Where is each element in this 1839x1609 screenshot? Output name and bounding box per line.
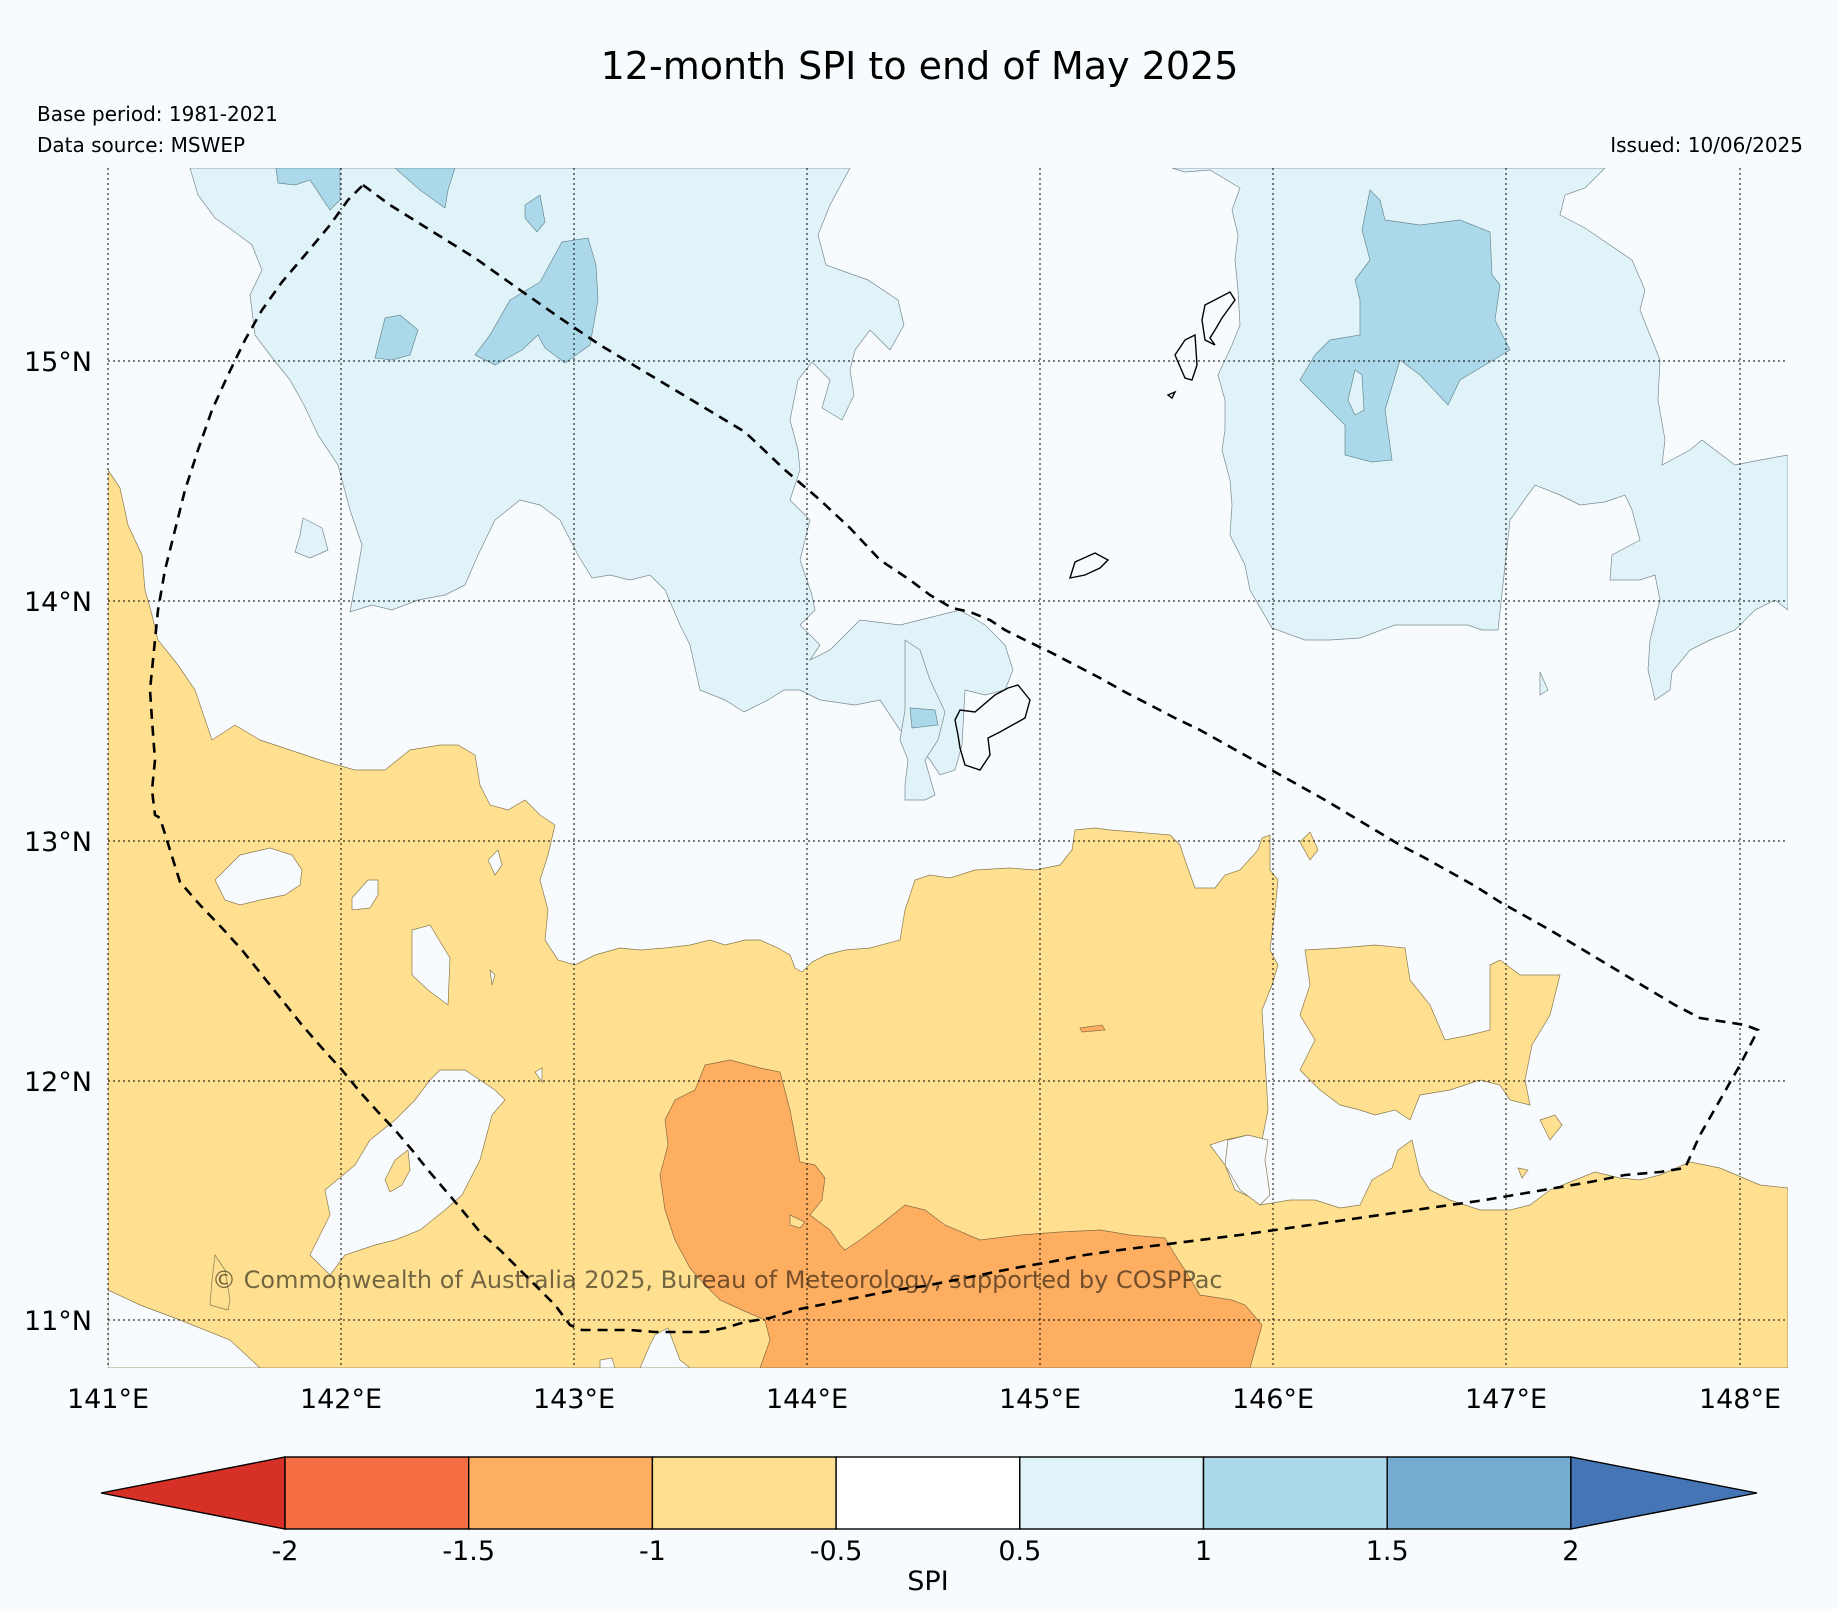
base-period-note: Base period: 1981-2021 [37, 102, 278, 126]
longitude-tick-label: 148°E [1699, 1384, 1781, 1415]
issued-date: Issued: 10/06/2025 [1610, 133, 1803, 157]
longitude-tick-label: 147°E [1465, 1384, 1547, 1415]
copyright-text: © Commonwealth of Australia 2025, Bureau… [212, 1266, 1223, 1294]
latitude-tick-label: 11°N [24, 1306, 92, 1337]
colorbar-bin [1019, 1456, 1205, 1530]
wet-moderate-small [909, 707, 939, 729]
dry-severe-hole [789, 1214, 806, 1229]
neutral-hole-bottom-b [599, 1357, 616, 1368]
island-outline-c [1166, 390, 1177, 400]
colorbar-tick-label: 2 [1562, 1536, 1579, 1567]
colorbar-bin [468, 1456, 654, 1530]
longitude-tick-label: 146°E [1232, 1384, 1314, 1415]
domain-boundary [148, 183, 1760, 1334]
neutral-hole-bottom-a [639, 1327, 691, 1368]
dry-severe-islet [1079, 1024, 1106, 1033]
colorbar-bin [651, 1456, 837, 1530]
island-outline-b [1174, 333, 1198, 381]
longitude-labels: 141°E 142°E 143°E 144°E 145°E 146°E 147°E 148°E [67, 1384, 1781, 1415]
latitude-labels: 15°N 14°N 13°N 12°N 11°N [24, 347, 92, 1337]
data-source-note: Data source: MSWEP [37, 133, 246, 157]
wet-moderate-nw-a [275, 168, 341, 211]
island-outlines [954, 291, 1236, 771]
colorbar-bin [835, 1456, 1021, 1530]
colorbar-bin [1202, 1456, 1388, 1530]
colorbar-tick-label: -1 [639, 1536, 666, 1567]
colorbar-bin [1386, 1456, 1572, 1530]
wet-moderate-ne-hole [1347, 369, 1365, 416]
island-outline-e [954, 684, 1031, 771]
dry-island-east [1299, 944, 1561, 1121]
dry-islet-e2 [1517, 1167, 1529, 1179]
neutral-hole-e [489, 969, 496, 986]
wet-region-northeast [1171, 168, 1788, 701]
colorbar: -2 -1.5 -1 -0.5 0.5 1 1.5 2 [100, 1456, 1758, 1567]
colorbar-title: SPI [907, 1566, 948, 1597]
neutral-hole-b [351, 879, 379, 911]
colorbar-tick-label: -2 [272, 1536, 299, 1567]
longitude-tick-label: 141°E [67, 1384, 149, 1415]
colorbar-tick-label: 1.5 [1366, 1536, 1409, 1567]
dry-severe-south [659, 1059, 1263, 1368]
longitude-tick-label: 145°E [999, 1384, 1081, 1415]
dry-region-south [108, 469, 1788, 1368]
neutral-hole-central-e [1224, 1134, 1271, 1206]
colorbar-tick-label: 1 [1195, 1536, 1212, 1567]
dry-islet-west-a [209, 1254, 231, 1311]
colorbar-tick-label: -1.5 [442, 1536, 495, 1567]
latitude-tick-label: 13°N [24, 827, 92, 858]
longitude-tick-label: 144°E [766, 1384, 848, 1415]
neutral-hole-f [534, 1067, 543, 1084]
longitude-tick-label: 143°E [533, 1384, 615, 1415]
spi-contours [108, 168, 1788, 1368]
island-outline-a [1201, 291, 1236, 346]
wet-blob-far-east [1539, 671, 1549, 696]
colorbar-tick-label: 0.5 [998, 1536, 1041, 1567]
island-outline-d [1068, 552, 1110, 579]
neutral-hole-west [214, 847, 303, 906]
wet-moderate-nw-e [374, 314, 419, 361]
neutral-hole-c [411, 924, 451, 1006]
wet-moderate-nw-b [394, 168, 456, 209]
latitude-tick-label: 14°N [24, 587, 92, 618]
colorbar-bin [284, 1456, 470, 1530]
dry-islet-e [1539, 1114, 1563, 1141]
neutral-hole-d [487, 849, 503, 876]
colorbar-tick-label: -0.5 [810, 1536, 863, 1567]
colorbar-extend-low [100, 1456, 286, 1530]
latitude-tick-label: 15°N [24, 347, 92, 378]
wet-moderate-nw-c [524, 194, 546, 233]
neutral-hole-bottom-c [108, 1289, 261, 1368]
longitude-tick-label: 142°E [300, 1384, 382, 1415]
map-title: 12-month SPI to end of May 2025 [600, 44, 1239, 88]
dry-islet-ne [1299, 831, 1319, 861]
gridlines [107, 168, 1788, 1368]
latitude-tick-label: 12°N [24, 1067, 92, 1098]
dry-islet-sw [384, 1149, 411, 1193]
wet-blob-west [294, 517, 329, 559]
colorbar-extend-high [1570, 1456, 1758, 1530]
